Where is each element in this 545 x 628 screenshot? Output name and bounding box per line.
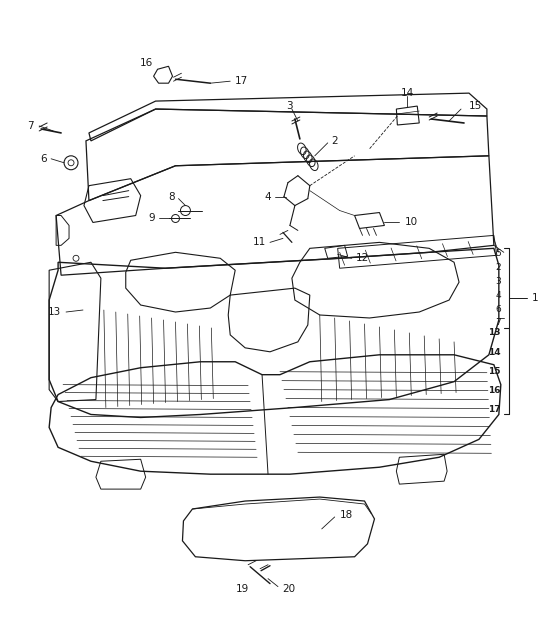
Text: 12: 12 [355,253,369,263]
Text: 11: 11 [253,237,266,247]
Text: 14: 14 [401,88,414,98]
Text: 6: 6 [40,154,47,164]
Text: 10: 10 [404,217,417,227]
Text: 4: 4 [264,192,271,202]
Text: 7: 7 [495,318,501,327]
Text: 2: 2 [495,263,501,272]
Text: 16: 16 [488,386,501,395]
Text: 15: 15 [488,367,501,376]
Text: 3: 3 [287,101,293,111]
Text: 1: 1 [532,293,538,303]
Text: 19: 19 [235,583,249,593]
Text: 20: 20 [282,583,295,593]
Text: 5: 5 [495,249,501,258]
Text: 16: 16 [140,58,153,68]
Text: 15: 15 [469,101,482,111]
Text: 4: 4 [495,291,501,300]
Text: 3: 3 [495,277,501,286]
Text: 6: 6 [495,305,501,313]
Text: 7: 7 [28,121,34,131]
Text: 2: 2 [332,136,338,146]
Text: 13: 13 [48,307,61,317]
Text: 8: 8 [168,192,174,202]
Text: 9: 9 [148,214,155,224]
Text: 13: 13 [488,328,501,337]
Text: 18: 18 [340,510,353,520]
Text: 17: 17 [235,76,249,86]
Text: 17: 17 [488,405,501,414]
Text: 14: 14 [488,347,501,357]
